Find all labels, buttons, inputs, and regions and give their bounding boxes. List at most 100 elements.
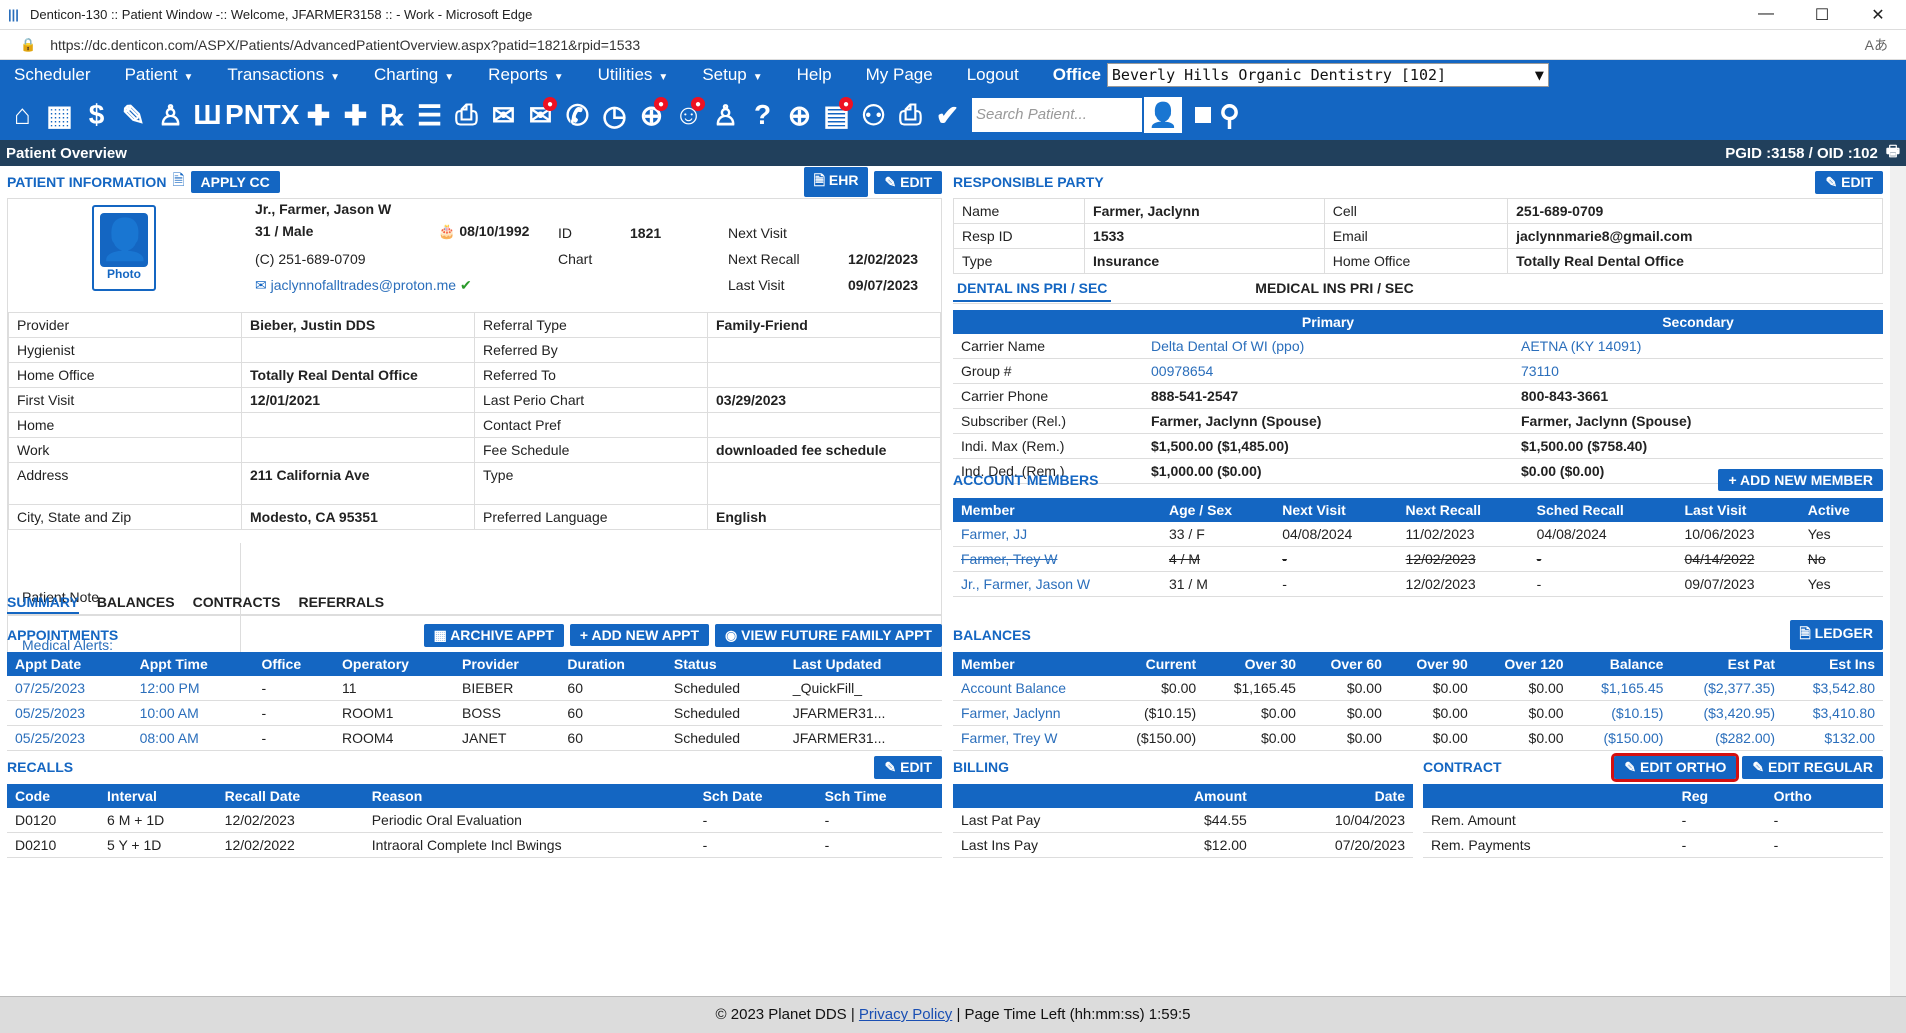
field-value[interactable]: Delta Dental Of WI (ppo) (1143, 334, 1513, 359)
privacy-policy-link[interactable]: Privacy Policy (858, 1006, 953, 1023)
column-header[interactable]: Over 120 (1475, 652, 1572, 676)
tab-medical-ins[interactable]: MEDICAL INS PRI / SEC (1255, 280, 1414, 296)
minimize-icon[interactable]: — (1758, 4, 1774, 22)
table-row[interactable]: Farmer, Trey W ($150.00) $0.00 $0.00 $0.00 $0… (953, 725, 1883, 751)
tab-contracts[interactable]: CONTRACTS (192, 594, 281, 610)
table-row[interactable]: Last Pat Pay $44.55 10/04/2023 (953, 808, 1413, 833)
table-row[interactable]: 05/25/2023 08:00 AM - ROOM4 JANET 60 Scheduled… (7, 725, 942, 751)
add-appt-button[interactable]: + ADD NEW APPT (569, 624, 710, 646)
column-header[interactable]: Over 60 (1303, 652, 1390, 676)
sms-icon[interactable]: ✆ (565, 99, 590, 131)
pen-icon[interactable]: ✎ (121, 99, 146, 131)
menu-logout[interactable]: Logout (967, 65, 1019, 85)
column-header[interactable] (1423, 784, 1674, 808)
ledger-button[interactable]: 🗎 LEDGER (1789, 620, 1883, 650)
column-header[interactable]: Next Visit (1274, 498, 1398, 522)
add-member-button[interactable]: + ADD NEW MEMBER (1718, 469, 1883, 491)
message-icon[interactable]: ✉ ● (522, 95, 559, 135)
column-header[interactable]: Over 30 (1204, 652, 1304, 676)
maximize-icon[interactable]: ☐ (1814, 6, 1830, 24)
print-icon[interactable]: 🖶 (1885, 142, 1900, 160)
menu-utilities[interactable]: Utilities ▼ (598, 65, 669, 85)
read-aloud-icon[interactable]: Aあ (1864, 36, 1888, 53)
column-header[interactable]: Status (665, 652, 785, 676)
office-select[interactable]: Beverly Hills Organic Dentistry [102] ▼ (1106, 63, 1549, 87)
calendar-icon[interactable]: ▦ (46, 99, 73, 131)
field-value[interactable]: 00978654 (1143, 358, 1513, 384)
table-row[interactable]: Account Balance $0.00 $1,165.45 $0.00 $0.00 $… (953, 676, 1883, 701)
globe-alert-icon[interactable]: ⊕ ● (633, 95, 670, 135)
menu-transactions[interactable]: Transactions ▼ (227, 65, 340, 85)
tooth-chart-icon[interactable]: Ш (193, 99, 222, 130)
search-patient-input[interactable]: Search Patient... (972, 98, 1142, 132)
dollar-icon[interactable]: $ (88, 99, 105, 130)
table-row[interactable]: 05/25/2023 10:00 AM - ROOM1 BOSS 60 Scheduled J… (7, 700, 942, 726)
patient-email[interactable]: ✉ jaclynnofalltrades@proton.me ✔ (255, 277, 472, 294)
rx-icon[interactable]: ℞ (379, 99, 406, 131)
menu-scheduler[interactable]: Scheduler (14, 65, 91, 85)
document-icon[interactable]: 🗎 (172, 171, 185, 189)
column-header[interactable]: Recall Date (216, 784, 364, 808)
field-value[interactable]: 73110 (1513, 358, 1883, 384)
recalls-edit-button[interactable]: ✎ EDIT (874, 755, 942, 779)
tab-balances[interactable]: BALANCES (96, 594, 175, 610)
edit-regular-button[interactable]: ✎ EDIT REGULAR (1742, 755, 1883, 779)
column-header[interactable]: Next Recall (1397, 498, 1529, 522)
column-header[interactable]: Provider (454, 652, 560, 676)
column-header[interactable]: Last Updated (784, 652, 942, 676)
menu-charting[interactable]: Charting ▼ (374, 65, 454, 85)
mail-icon[interactable]: ✉ (491, 99, 516, 131)
address-bar[interactable]: 🔒 https://dc.denticon.com/ASPX/Patients/… (0, 30, 1906, 60)
column-header[interactable]: Last Visit (1676, 498, 1800, 522)
tooth-help-icon[interactable]: ? (753, 99, 772, 130)
column-header[interactable]: Interval (99, 784, 217, 808)
view-future-appt-button[interactable]: ◉ VIEW FUTURE FAMILY APPT (715, 623, 942, 647)
close-icon[interactable]: ✕ (1871, 6, 1885, 24)
patient-search-icon[interactable]: 👤 (1143, 96, 1183, 134)
tab-referrals[interactable]: REFERRALS (298, 594, 385, 610)
family-search-checkbox[interactable] (1195, 107, 1211, 123)
edit-ortho-button[interactable]: ✎ EDIT ORTHO (1611, 752, 1740, 782)
column-header[interactable]: Operatory (334, 652, 455, 676)
patient-edit-button[interactable]: ✎ EDIT (874, 170, 942, 194)
notes-icon[interactable]: ☰ (416, 99, 443, 131)
column-header[interactable]: Sch Date (694, 784, 817, 808)
column-header[interactable]: Member (953, 652, 1108, 676)
printer-doc-icon[interactable]: ⎙ (455, 98, 478, 130)
table-row[interactable]: Jr., Farmer, Jason W 31 / M -12/02/2023-09… (953, 571, 1883, 597)
family-icon[interactable]: ⚇ (860, 99, 887, 131)
ehr-button[interactable]: 🗎 EHR (803, 167, 869, 197)
apply-cc-button[interactable]: APPLY CC (190, 171, 280, 193)
table-row[interactable]: D0120 6 M + 1D 12/02/2023 Periodic Oral Eva… (7, 808, 942, 833)
column-header[interactable]: Ortho (1765, 784, 1883, 808)
column-header[interactable]: Duration (559, 652, 666, 676)
url-text[interactable]: https://dc.denticon.com/ASPX/Patients/Ad… (50, 36, 641, 53)
column-header[interactable]: Sch Time (816, 784, 942, 808)
column-header[interactable]: Active (1799, 498, 1883, 522)
responsible-edit-button[interactable]: ✎ EDIT (1815, 170, 1883, 194)
menu-patient[interactable]: Patient ▼ (125, 65, 194, 85)
add-group-icon[interactable]: ✚ (343, 99, 368, 131)
support-icon[interactable]: ☺ ● (670, 95, 707, 135)
column-header[interactable]: Appt Time (131, 652, 254, 676)
column-header[interactable]: Reason (363, 784, 695, 808)
archive-appt-button[interactable]: ▦ ARCHIVE APPT (423, 623, 564, 647)
column-header[interactable]: Reg (1673, 784, 1766, 808)
column-header[interactable]: Appt Date (7, 652, 132, 676)
column-header[interactable]: Sched Recall (1528, 498, 1677, 522)
group-search-icon[interactable]: ⚲ (1219, 99, 1240, 131)
add-patient-icon[interactable]: ✚ (306, 99, 331, 131)
doc-alert-icon[interactable]: ▤ ● (818, 95, 855, 135)
table-row[interactable]: Rem. Amount - - (1423, 808, 1883, 833)
column-header[interactable]: Balance (1571, 652, 1672, 676)
tab-dental-ins[interactable]: DENTAL INS PRI / SEC (953, 276, 1112, 302)
column-header[interactable]: Current (1107, 652, 1205, 676)
column-header[interactable] (953, 784, 1129, 808)
table-row[interactable]: 07/25/2023 12:00 PM -11 BIEBER 60 Scheduled _Q… (7, 676, 942, 701)
page-scrollbar[interactable] (1890, 166, 1906, 996)
column-header[interactable]: Date (1254, 784, 1413, 808)
table-row[interactable]: Rem. Payments - - (1423, 832, 1883, 858)
table-row[interactable]: Farmer, Jaclynn ($10.15) $0.00 $0.00 $0.00 $0… (953, 700, 1883, 726)
pn-icon[interactable]: PN (225, 99, 264, 130)
